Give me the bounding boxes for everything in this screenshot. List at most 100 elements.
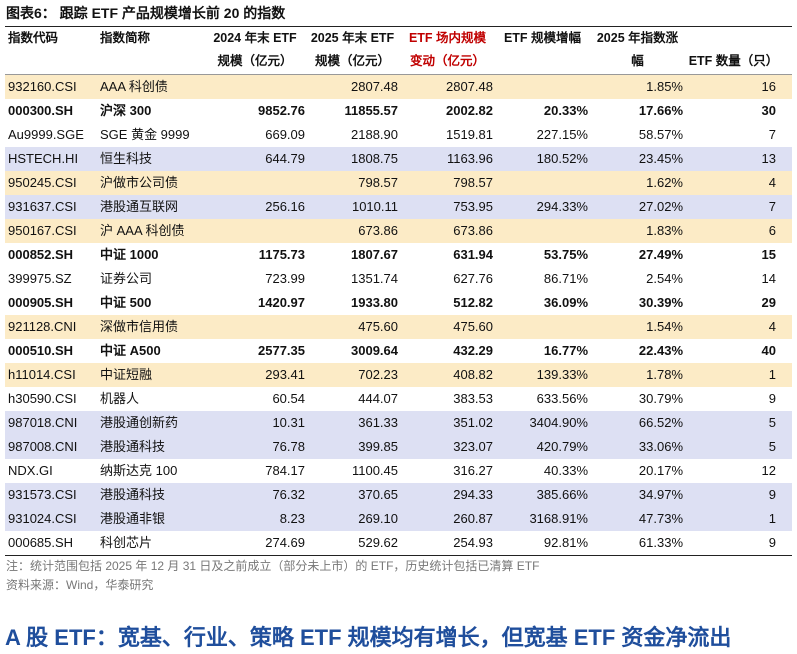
table-cell: h11014.CSI xyxy=(8,367,76,382)
table-cell: 260.87 xyxy=(453,511,493,526)
table-cell: 1.78% xyxy=(646,367,683,382)
row-band xyxy=(5,171,792,195)
table-cell: 30 xyxy=(761,103,776,118)
table-cell: 66.52% xyxy=(638,415,683,430)
table-cell: 254.93 xyxy=(453,535,493,550)
table-cell: 9 xyxy=(768,391,776,406)
table-cell: 2577.35 xyxy=(258,343,305,358)
table-cell: 港股通互联网 xyxy=(100,199,179,214)
table-cell: 76.78 xyxy=(272,439,305,454)
table-cell: 23.45% xyxy=(638,151,683,166)
table-cell: 17.66% xyxy=(638,103,683,118)
table-cell: 139.33% xyxy=(536,367,588,382)
table-cell: 2807.48 xyxy=(446,79,493,94)
table-cell: 274.69 xyxy=(265,535,305,550)
table-cell: 9852.76 xyxy=(258,103,305,118)
header-cell: 规模（亿元） xyxy=(314,54,390,68)
table-cell: 8.23 xyxy=(279,511,305,526)
table-cell: 921128.CNI xyxy=(8,319,77,334)
table-cell: 4 xyxy=(768,175,776,190)
table-cell: 证券公司 xyxy=(100,271,153,286)
table-cell: 5 xyxy=(768,415,776,430)
table-cell: 256.16 xyxy=(265,199,305,214)
table-cell: 7 xyxy=(768,127,776,142)
header-cell: 2024 年末 ETF xyxy=(213,31,297,45)
table-cell: 627.76 xyxy=(453,271,493,286)
bottom-rule xyxy=(5,555,792,556)
table-cell: Au9999.SGE xyxy=(8,127,84,142)
table-cell: 沪深 300 xyxy=(100,103,152,118)
table-cell: 53.75% xyxy=(543,247,588,262)
table-cell: 27.02% xyxy=(638,199,683,214)
table-cell: 深做市信用债 xyxy=(100,319,179,334)
table-cell: 2807.48 xyxy=(351,79,398,94)
header-cell: 规模（亿元） xyxy=(217,54,293,68)
table-cell: 753.95 xyxy=(453,199,493,214)
table-cell: 16.77% xyxy=(543,343,588,358)
table-cell: 351.02 xyxy=(453,415,493,430)
table-cell: 40.33% xyxy=(543,463,588,478)
table-cell: 港股通科技 xyxy=(100,439,166,454)
table-cell: 纳斯达克 100 xyxy=(100,463,178,478)
table-cell: 76.32 xyxy=(272,487,305,502)
table-cell: 34.97% xyxy=(638,487,683,502)
row-band xyxy=(5,411,792,435)
table-cell: 1.85% xyxy=(646,79,683,94)
table-cell: 92.81% xyxy=(543,535,588,550)
table-cell: 机器人 xyxy=(100,391,140,406)
table-cell: 22.43% xyxy=(638,343,683,358)
table-cell: 512.82 xyxy=(453,295,493,310)
table-cell: 385.66% xyxy=(536,487,588,502)
table-cell: 000510.SH xyxy=(8,343,74,358)
table-cell: 30.39% xyxy=(638,295,683,310)
table-cell: 323.07 xyxy=(453,439,493,454)
table-cell: 13 xyxy=(761,151,776,166)
table-cell: 36.09% xyxy=(543,295,588,310)
table-cell: 1163.96 xyxy=(446,151,493,166)
table-cell: 1807.67 xyxy=(351,247,398,262)
table-cell: 1100.45 xyxy=(351,463,398,478)
table-cell: 383.53 xyxy=(453,391,493,406)
table-cell: 950245.CSI xyxy=(8,175,77,190)
header-cell: 2025 年指数涨 xyxy=(596,31,679,45)
table-cell: 1.62% xyxy=(646,175,683,190)
table-cell: 370.65 xyxy=(358,487,398,502)
table-cell: 644.79 xyxy=(265,151,305,166)
table-cell: 950167.CSI xyxy=(8,223,77,238)
table-cell: 432.29 xyxy=(453,343,493,358)
table-cell: 669.09 xyxy=(265,127,305,142)
table-cell: 798.57 xyxy=(358,175,398,190)
table-cell: 633.56% xyxy=(536,391,588,406)
header-cell: 指数代码 xyxy=(8,31,59,45)
table-cell: 20.17% xyxy=(638,463,683,478)
table-cell: 3404.90% xyxy=(529,415,588,430)
table-cell: 000300.SH xyxy=(8,103,74,118)
table-cell: 27.49% xyxy=(638,247,683,262)
note: 注：统计范围包括 2025 年 12 月 31 日及之前成立（部分未上市）的 E… xyxy=(6,559,540,573)
table-cell: 2002.82 xyxy=(446,103,493,118)
table-cell: 30.79% xyxy=(638,391,683,406)
header-cell: 变动（亿元） xyxy=(409,54,485,68)
table-cell: 631.94 xyxy=(453,247,493,262)
table-cell: 1933.80 xyxy=(351,295,398,310)
table-cell: 269.10 xyxy=(358,511,398,526)
table-cell: 58.57% xyxy=(638,127,683,142)
table-cell: 408.82 xyxy=(453,367,493,382)
table-cell: 475.60 xyxy=(453,319,493,334)
table-cell: 16 xyxy=(761,79,776,94)
table-cell: 恒生科技 xyxy=(100,151,153,166)
table-cell: 1175.73 xyxy=(258,247,305,262)
table-cell: 798.57 xyxy=(453,175,493,190)
table-cell: 中证短融 xyxy=(100,367,153,382)
table-cell: h30590.CSI xyxy=(8,391,77,406)
table-cell: 港股通非银 xyxy=(100,511,166,526)
table-cell: 932160.CSI xyxy=(8,79,77,94)
table-cell: 529.62 xyxy=(358,535,398,550)
table-cell: 000905.SH xyxy=(8,295,74,310)
row-band xyxy=(5,507,792,531)
header-cell: ETF 数量（只） xyxy=(688,54,779,68)
table-cell: 中证 A500 xyxy=(100,343,161,358)
table-cell: 931024.CSI xyxy=(8,511,77,526)
table-cell: 2188.90 xyxy=(351,127,398,142)
